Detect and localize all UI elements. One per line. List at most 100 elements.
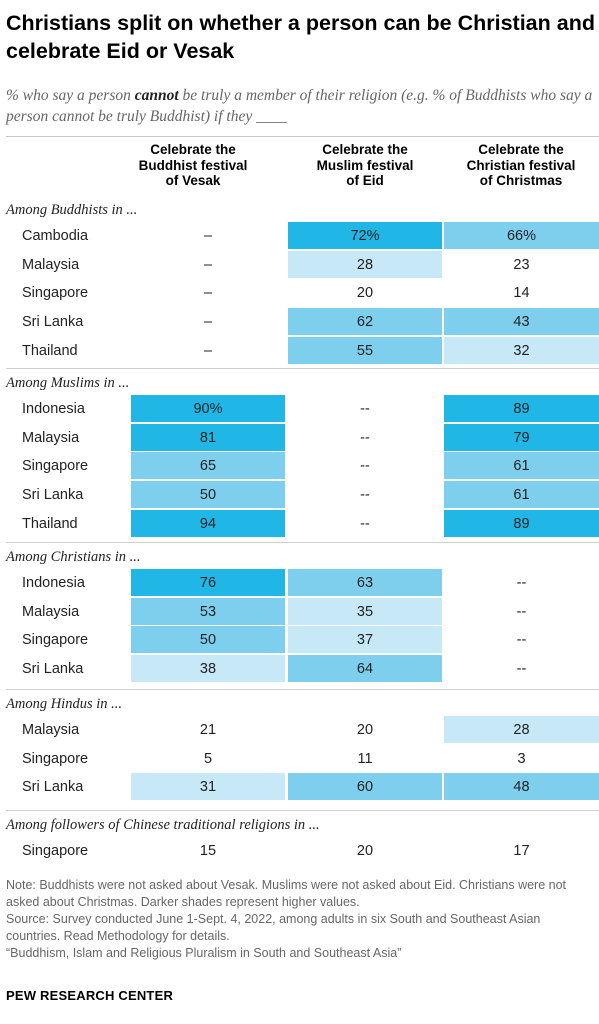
column-header-line: of Christmas	[479, 173, 563, 188]
table-cell: 14	[513, 285, 530, 302]
table-cell: 17	[513, 843, 530, 859]
subtitle-before: % who say a person	[6, 87, 135, 104]
table-cell: 3	[517, 750, 526, 767]
column-header-line: Christian festival	[466, 157, 576, 173]
table-cell: 62	[288, 308, 442, 336]
row-label: Cambodia	[22, 228, 89, 244]
column-header-eid: Celebrate the Muslim festival of Eid	[288, 142, 442, 189]
heatmap-table: Among Buddhists in ... Cambodia – 72% 66% Mal…	[6, 202, 599, 859]
column-header-line: Celebrate the	[478, 142, 564, 157]
table-cell: 32	[444, 336, 599, 364]
table-cell: --	[360, 401, 370, 417]
subtitle-emphasis: cannot	[134, 87, 179, 104]
table-cell: 76	[131, 569, 285, 596]
row-label: Singapore	[22, 458, 89, 475]
subtitle-after: be truly a member of their religion (e.g…	[6, 87, 593, 125]
column-header-christmas: Celebrate the Christian festival of Chri…	[444, 142, 598, 189]
report-title-text: “Buddhism, Islam and Religious Pluralism…	[6, 946, 402, 960]
table-cell: 50	[131, 626, 285, 654]
row-label: Singapore	[22, 632, 89, 649]
table-cell: 55	[288, 336, 442, 364]
row-label: Malaysia	[22, 603, 80, 620]
column-header-line: of Vesak	[165, 173, 221, 188]
column-header-line: Muslim festival	[316, 157, 414, 173]
table-cell: 15	[199, 843, 217, 859]
table-cell: 20	[356, 722, 374, 738]
table-cell: 65	[131, 452, 285, 480]
table-cell: 20	[356, 843, 374, 859]
group-divider	[6, 542, 599, 543]
group-divider	[6, 368, 599, 369]
table-cell: 89	[444, 509, 599, 537]
table-cell: 21	[199, 722, 217, 738]
row-label: Indonesia	[22, 575, 85, 591]
table-cell: --	[360, 515, 370, 532]
group-label: Among followers of Chinese traditional r…	[6, 817, 320, 833]
column-header-line: Celebrate the	[150, 142, 236, 157]
group-divider	[6, 810, 599, 811]
row-label: Sri Lanka	[22, 661, 84, 678]
table-cell: 35	[288, 597, 442, 625]
table-cell: 79	[444, 423, 599, 451]
table-cell: --	[516, 603, 527, 620]
row-label: Malaysia	[22, 722, 80, 738]
table-cell: 61	[444, 481, 599, 509]
column-header-line: Celebrate the	[322, 142, 408, 157]
column-header-vesak: Celebrate the Buddhist festival of Vesak	[116, 142, 270, 189]
table-cell: 94	[131, 509, 285, 537]
group-label: Among Muslims in ...	[6, 375, 130, 391]
row-label: Indonesia	[22, 401, 85, 417]
note-text: Note: Buddhists were not asked about Ves…	[6, 878, 567, 909]
column-header-line: Buddhist festival	[138, 157, 248, 173]
group-label: Among Christians in ...	[6, 549, 141, 565]
row-label: Singapore	[22, 285, 89, 302]
table-cell: --	[360, 487, 370, 504]
table-cell: –	[203, 285, 213, 302]
table-cell: 53	[131, 597, 285, 625]
row-label: Sri Lanka	[22, 779, 84, 796]
notes: Note: Buddhists were not asked about Ves…	[6, 877, 596, 962]
table-cell: 63	[288, 569, 442, 596]
table-cell: 90%	[131, 395, 285, 422]
row-label: Sri Lanka	[22, 314, 84, 331]
chart-title: Christians split on whether a person can…	[6, 11, 595, 63]
table-cell: 43	[444, 308, 599, 336]
header-divider	[6, 136, 599, 137]
group-divider	[6, 689, 599, 690]
table-cell: 5	[203, 750, 213, 767]
row-label: Thailand	[22, 515, 78, 532]
table-cell: 20	[356, 285, 374, 302]
column-header-line: of Eid	[346, 173, 384, 188]
row-label: Singapore	[22, 843, 89, 859]
source-text: Source: Survey conducted June 1-Sept. 4,…	[6, 912, 541, 943]
row-label: Thailand	[22, 342, 78, 359]
table-cell: 61	[444, 452, 599, 480]
table-cell: 72%	[288, 222, 442, 249]
table-cell: 81	[131, 423, 285, 451]
table-cell: 11	[357, 750, 373, 767]
table-cell: 66%	[444, 222, 599, 249]
table-cell: 64	[288, 655, 442, 683]
group-label: Among Hindus in ...	[6, 696, 122, 712]
table-cell: 23	[513, 256, 530, 273]
table-cell: –	[203, 314, 213, 331]
row-label: Malaysia	[22, 429, 80, 446]
table-cell: 50	[131, 481, 285, 509]
chart-subtitle: % who say a person cannot be truly a mem…	[6, 85, 596, 127]
table-cell: –	[203, 228, 213, 244]
table-cell: –	[203, 342, 213, 359]
table-cell: --	[360, 429, 370, 446]
row-label: Singapore	[22, 750, 89, 767]
table-cell: 38	[131, 655, 285, 683]
table-cell: --	[516, 661, 527, 678]
table-cell: 31	[131, 773, 285, 801]
group-label: Among Buddhists in ...	[6, 202, 138, 218]
table-cell: 48	[444, 773, 599, 801]
table-cell: --	[516, 632, 527, 649]
table-cell: 60	[288, 773, 442, 801]
footer-brand: PEW RESEARCH CENTER	[6, 988, 174, 1003]
row-label: Malaysia	[22, 256, 80, 273]
table-cell: --	[360, 458, 370, 475]
table-cell: 37	[288, 626, 442, 654]
table-cell: --	[516, 575, 527, 591]
